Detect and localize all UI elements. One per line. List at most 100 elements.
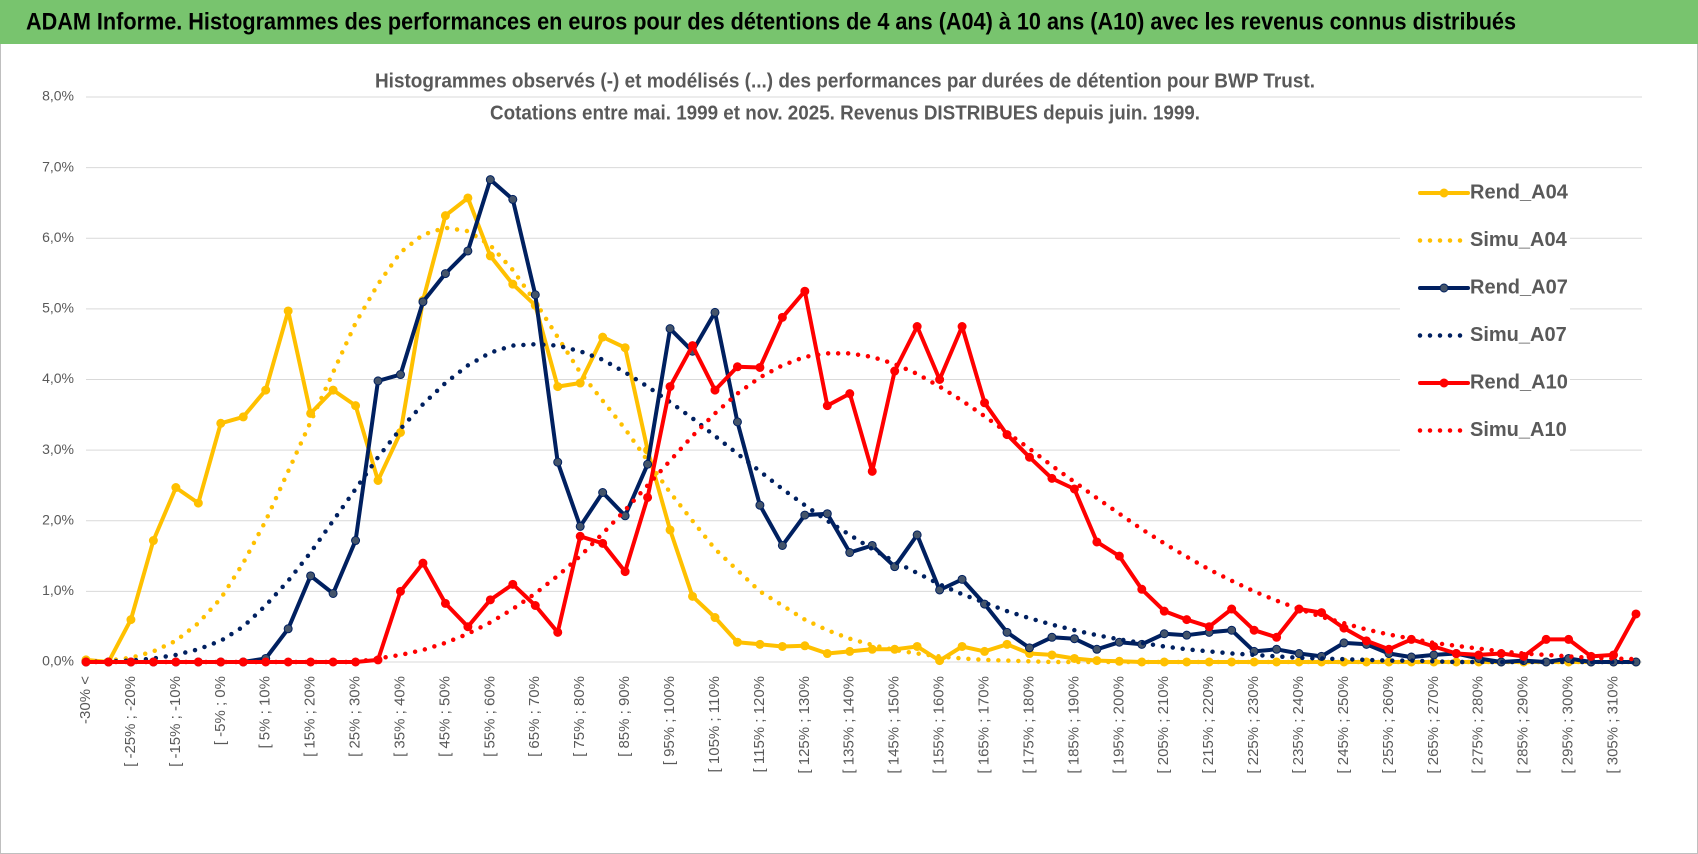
marker	[777, 312, 787, 322]
marker	[800, 641, 810, 651]
legend-label: Rend_A07	[1470, 276, 1568, 298]
legend-marker	[1439, 378, 1449, 388]
marker	[598, 538, 608, 548]
marker	[957, 574, 967, 584]
observed-line	[84, 177, 1638, 664]
marker	[1159, 629, 1169, 639]
x-tick-label: [ 185% ; 190%	[1065, 676, 1082, 774]
marker	[463, 622, 473, 632]
marker	[755, 639, 765, 649]
marker	[800, 286, 810, 296]
y-tick-label: 3,0%	[42, 441, 74, 457]
legend-marker	[1439, 188, 1449, 198]
marker	[665, 525, 675, 535]
marker	[306, 571, 316, 581]
marker	[845, 548, 855, 558]
marker	[1317, 608, 1327, 618]
marker	[643, 492, 653, 502]
marker	[508, 194, 518, 204]
marker	[822, 649, 832, 659]
x-tick-label: [ 275% ; 280%	[1470, 676, 1487, 774]
marker	[440, 598, 450, 608]
marker	[1384, 644, 1394, 654]
marker	[395, 586, 405, 596]
marker	[1047, 473, 1057, 483]
x-tick-label: [ 25% ; 30%	[347, 676, 364, 757]
marker	[1114, 551, 1124, 561]
marker	[1451, 649, 1461, 659]
x-tick-label: [ 235% ; 240%	[1290, 676, 1307, 774]
marker	[822, 401, 832, 411]
marker	[710, 307, 720, 317]
marker	[1002, 627, 1012, 637]
y-tick-label: 5,0%	[42, 300, 74, 316]
marker	[485, 595, 495, 605]
marker	[912, 530, 922, 540]
legend-label: Simu_A07	[1470, 324, 1567, 346]
x-tick-label: [ 115% ; 120%	[751, 676, 768, 772]
marker	[732, 362, 742, 372]
marker	[1429, 650, 1439, 660]
x-tick-label: [ 75% ; 80%	[571, 676, 588, 757]
x-tick-label: [ 35% ; 40%	[391, 676, 408, 757]
marker	[1069, 634, 1079, 644]
y-tick-label: 4,0%	[42, 370, 74, 386]
x-tick-label: -30% <	[77, 676, 94, 724]
marker	[485, 175, 495, 185]
marker	[1182, 630, 1192, 640]
marker	[283, 624, 293, 634]
marker	[845, 389, 855, 399]
marker	[553, 457, 563, 467]
marker	[1227, 604, 1237, 614]
marker	[328, 385, 338, 395]
marker	[1474, 650, 1484, 660]
marker	[1024, 643, 1034, 653]
x-tick-label: [ -25% ; -20%	[122, 676, 139, 767]
marker	[643, 459, 653, 469]
header-title: ADAM Informe. Histogrammes des performan…	[26, 8, 1516, 35]
marker	[283, 306, 293, 316]
marker	[261, 385, 271, 395]
marker	[957, 322, 967, 332]
marker	[373, 376, 383, 386]
marker	[1092, 537, 1102, 547]
y-tick-label: 2,0%	[42, 511, 74, 527]
marker	[1002, 639, 1012, 649]
marker	[373, 475, 383, 485]
model-line	[83, 351, 1639, 665]
x-tick-label: [ 105% ; 110%	[706, 676, 723, 772]
marker	[755, 362, 765, 372]
marker	[867, 644, 877, 654]
x-tick-label: [ 265% ; 270%	[1425, 676, 1442, 774]
marker	[508, 579, 518, 589]
marker	[935, 375, 945, 384]
marker	[1227, 625, 1237, 635]
marker	[1024, 452, 1034, 462]
marker	[575, 531, 585, 541]
marker	[867, 466, 877, 476]
marker	[1339, 638, 1349, 648]
marker	[1092, 644, 1102, 654]
legend-label: Rend_A10	[1470, 371, 1568, 393]
marker	[351, 401, 361, 411]
marker	[440, 211, 450, 221]
x-tick-label: [ 145% ; 150%	[886, 676, 903, 774]
x-tick-label: [ 225% ; 230%	[1245, 676, 1262, 774]
legend-box	[1400, 170, 1570, 452]
marker	[957, 641, 967, 651]
marker	[418, 558, 428, 568]
marker	[688, 591, 698, 601]
y-tick-label: 1,0%	[42, 582, 74, 598]
chart-subtitle: Cotations entre mai. 1999 et nov. 2025. …	[490, 102, 1200, 124]
x-tick-label: [ 125% ; 130%	[796, 676, 813, 774]
marker	[575, 521, 585, 531]
marker	[980, 646, 990, 656]
marker	[755, 500, 765, 510]
marker	[620, 343, 630, 353]
marker	[216, 418, 226, 428]
marker	[1272, 644, 1282, 654]
x-tick-label: [ 95% ; 100%	[661, 676, 678, 765]
marker	[508, 279, 518, 289]
marker	[732, 417, 742, 427]
